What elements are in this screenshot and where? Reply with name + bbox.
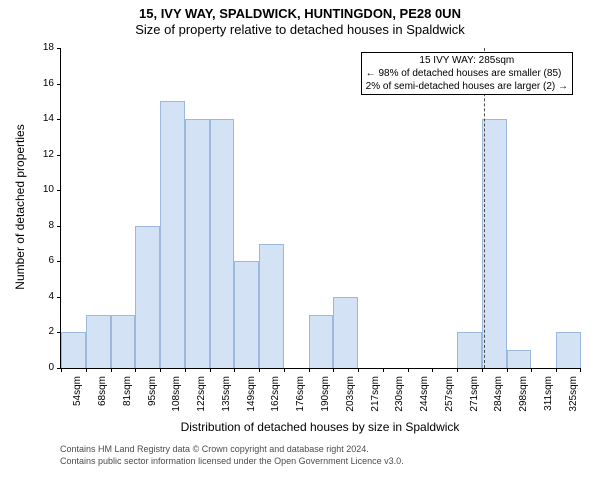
chart-container: 15, IVY WAY, SPALDWICK, HUNTINGDON, PE28… [0, 0, 600, 500]
histogram-bar [111, 315, 136, 368]
x-tick-label: 311sqm [543, 376, 554, 422]
chart-title: 15, IVY WAY, SPALDWICK, HUNTINGDON, PE28… [0, 0, 600, 22]
x-tick [111, 368, 112, 372]
histogram-bar [259, 244, 284, 368]
histogram-bar [556, 332, 581, 368]
histogram-bar [61, 332, 86, 368]
y-axis-label: Number of detached properties [13, 107, 27, 307]
y-tick [57, 297, 61, 298]
y-tick-label: 16 [43, 78, 54, 89]
histogram-bar [234, 261, 259, 368]
x-tick-label: 190sqm [320, 376, 331, 422]
y-tick [57, 48, 61, 49]
x-tick-label: 325sqm [568, 376, 579, 422]
x-tick [408, 368, 409, 372]
y-tick-label: 0 [48, 362, 54, 373]
x-tick-label: 122sqm [196, 376, 207, 422]
y-tick-label: 10 [43, 184, 54, 195]
x-tick [482, 368, 483, 372]
y-tick-label: 8 [48, 220, 54, 231]
histogram-bar [457, 332, 482, 368]
x-tick-label: 68sqm [97, 376, 108, 422]
chart-subtitle: Size of property relative to detached ho… [0, 22, 600, 38]
marker-line [484, 48, 485, 368]
y-tick [57, 190, 61, 191]
x-tick [432, 368, 433, 372]
x-axis-label: Distribution of detached houses by size … [60, 420, 580, 434]
x-tick [309, 368, 310, 372]
x-tick [580, 368, 581, 372]
y-tick-label: 14 [43, 113, 54, 124]
x-tick [160, 368, 161, 372]
y-tick [57, 261, 61, 262]
x-tick-label: 271sqm [469, 376, 480, 422]
y-tick-label: 6 [48, 255, 54, 266]
x-tick-label: 108sqm [171, 376, 182, 422]
plot-area: 15 IVY WAY: 285sqm← 98% of detached hous… [60, 48, 581, 369]
x-tick-label: 135sqm [221, 376, 232, 422]
x-tick [457, 368, 458, 372]
x-tick-label: 149sqm [246, 376, 257, 422]
x-tick-label: 230sqm [394, 376, 405, 422]
x-tick [210, 368, 211, 372]
histogram-bar [507, 350, 532, 368]
x-tick [135, 368, 136, 372]
y-tick-label: 18 [43, 42, 54, 53]
x-tick-label: 203sqm [345, 376, 356, 422]
y-tick [57, 119, 61, 120]
x-tick [333, 368, 334, 372]
y-tick [57, 226, 61, 227]
histogram-bar [86, 315, 111, 368]
x-tick-label: 54sqm [72, 376, 83, 422]
annotation-line3: 2% of semi-detached houses are larger (2… [366, 80, 568, 93]
histogram-bar [482, 119, 507, 368]
histogram-bar [210, 119, 235, 368]
x-tick-label: 176sqm [295, 376, 306, 422]
x-tick [507, 368, 508, 372]
annotation-line1: 15 IVY WAY: 285sqm [366, 54, 568, 67]
y-tick-label: 12 [43, 149, 54, 160]
x-tick-label: 298sqm [518, 376, 529, 422]
y-tick [57, 155, 61, 156]
x-tick-label: 217sqm [370, 376, 381, 422]
x-tick-label: 81sqm [122, 376, 133, 422]
y-tick-label: 2 [48, 326, 54, 337]
x-tick-label: 257sqm [444, 376, 455, 422]
x-tick [284, 368, 285, 372]
annotation-box: 15 IVY WAY: 285sqm← 98% of detached hous… [361, 52, 573, 95]
x-tick [234, 368, 235, 372]
x-tick [358, 368, 359, 372]
y-tick [57, 84, 61, 85]
annotation-line2: ← 98% of detached houses are smaller (85… [366, 67, 568, 80]
histogram-bar [160, 101, 185, 368]
footer-line2: Contains public sector information licen… [60, 456, 404, 468]
footer: Contains HM Land Registry data © Crown c… [60, 444, 404, 467]
x-tick-label: 244sqm [419, 376, 430, 422]
histogram-bar [185, 119, 210, 368]
footer-line1: Contains HM Land Registry data © Crown c… [60, 444, 404, 456]
x-tick-label: 95sqm [147, 376, 158, 422]
x-tick [383, 368, 384, 372]
x-tick [259, 368, 260, 372]
histogram-bar [309, 315, 334, 368]
histogram-bar [333, 297, 358, 368]
histogram-bar [135, 226, 160, 368]
x-tick-label: 162sqm [270, 376, 281, 422]
x-tick [531, 368, 532, 372]
x-tick [86, 368, 87, 372]
x-tick [61, 368, 62, 372]
x-tick [556, 368, 557, 372]
x-tick [185, 368, 186, 372]
y-tick-label: 4 [48, 291, 54, 302]
x-tick-label: 284sqm [493, 376, 504, 422]
